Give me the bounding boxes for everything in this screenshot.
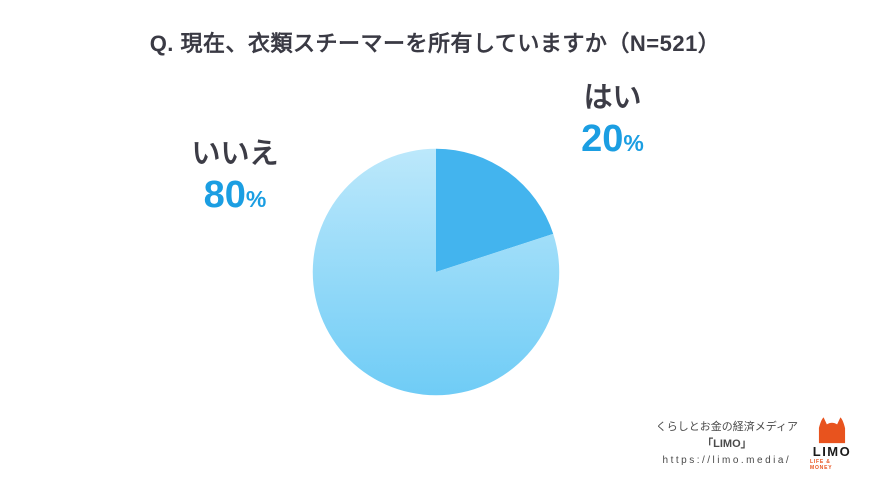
label-no-value: 80% (203, 174, 267, 217)
label-yes-unit: % (623, 130, 644, 157)
label-no-unit: % (245, 186, 267, 213)
footer-url: https://limo.media/ (662, 454, 792, 466)
pie-chart (312, 148, 560, 396)
page-title: Q. 現在、衣類スチーマーを所有していますか（N=521） (149, 31, 721, 56)
label-yes: はい 20% (540, 80, 685, 164)
footer-tagline: くらしとお金の経済メディア (655, 420, 798, 433)
footer-media-name: 「LIMO」 (702, 437, 752, 450)
limo-logo-text: LIMO (812, 443, 852, 459)
limo-logo-icon (818, 417, 846, 443)
label-no-name: いいえ (191, 138, 279, 170)
label-yes-value: 20% (581, 118, 644, 161)
limo-logo: LIMO LIFE & MONEY (810, 416, 854, 471)
pie-slice-yes (436, 148, 554, 272)
label-no: いいえ 80% (160, 136, 310, 220)
footer-text: くらしとお金の経済メディア 「LIMO」 https://limo.media/ (656, 419, 798, 469)
pie-chart-container (280, 116, 592, 428)
limo-logo-subtext: LIFE & MONEY (810, 459, 833, 471)
footer-credit: くらしとお金の経済メディア 「LIMO」 https://limo.media/… (656, 416, 854, 471)
label-yes-name: はい (583, 82, 642, 114)
pie-slice-no (312, 148, 560, 396)
